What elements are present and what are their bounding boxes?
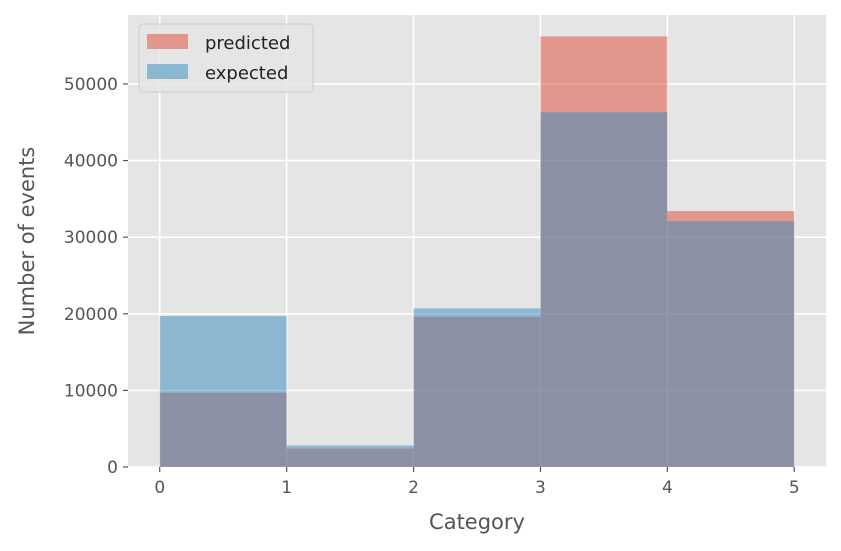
y-tick-label: 30000 — [64, 228, 118, 248]
x-tick-label: 4 — [662, 478, 673, 498]
y-tick-label: 0 — [107, 458, 118, 478]
x-tick-label: 3 — [535, 478, 546, 498]
bar-expected-1 — [286, 445, 414, 467]
y-tick-label: 10000 — [64, 381, 118, 401]
y-tick-label: 20000 — [64, 305, 118, 325]
legend: predicted expected — [138, 23, 314, 93]
legend-swatch-expected — [147, 64, 188, 79]
x-axis-label: Category — [429, 510, 525, 534]
bar-expected-4 — [667, 221, 795, 467]
x-tick-label: 1 — [281, 478, 292, 498]
x-tick-label: 2 — [408, 478, 419, 498]
bar-expected-3 — [540, 112, 668, 467]
y-axis-label: Number of events — [15, 147, 39, 336]
histogram-bars — [159, 36, 795, 468]
legend-label-expected: expected — [205, 63, 288, 84]
legend-label-predicted: predicted — [205, 33, 290, 54]
legend-swatch-predicted — [147, 34, 188, 49]
bar-expected-2 — [413, 308, 541, 467]
y-tick-label: 50000 — [64, 75, 118, 95]
x-tick-label: 0 — [154, 478, 165, 498]
y-tick-label: 40000 — [64, 152, 118, 172]
x-tick-label: 5 — [789, 478, 800, 498]
y-axis-ticks: 0 10000 20000 30000 40000 50000 — [64, 75, 128, 478]
x-axis-ticks: 0 1 2 3 4 5 — [154, 467, 800, 498]
bar-expected-0 — [159, 316, 287, 467]
